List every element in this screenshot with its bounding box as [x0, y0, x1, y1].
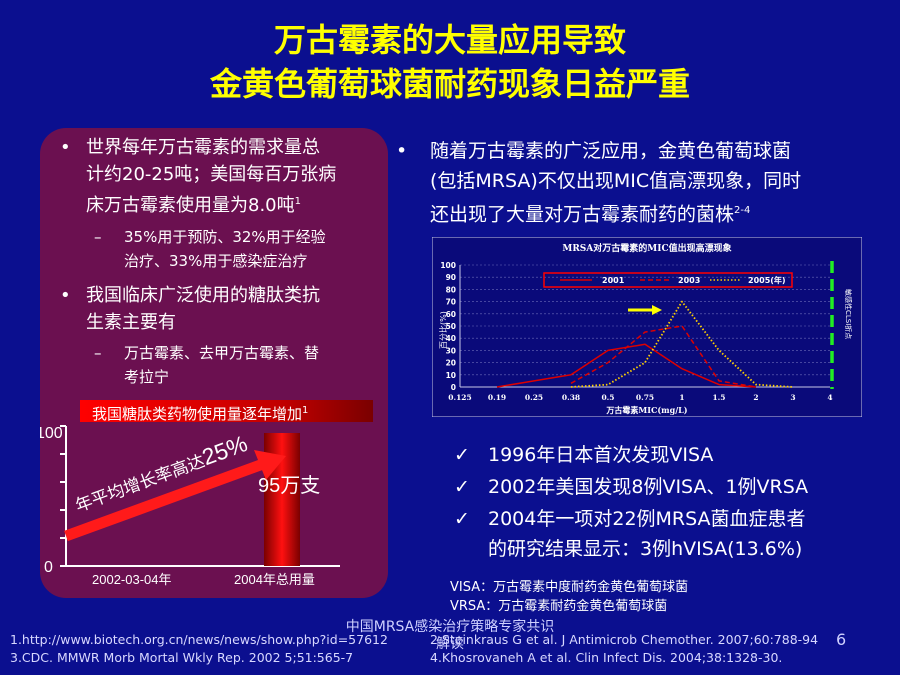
- title-line-1: 万古霉素的大量应用导致: [273, 21, 626, 59]
- mic-x-tick-label: 0.19: [488, 393, 506, 402]
- mic-chart: MRSA对万古霉素的MIC值出现高漂现象 1009080706050403020…: [432, 237, 862, 417]
- check-2: ✓ 2002年美国发现8例VISA、1例VRSA: [454, 472, 888, 502]
- mic-x-tick-label: 2: [753, 393, 758, 402]
- reference: 4.Khosrovaneh A et al. Clin Infect Dis. …: [430, 650, 783, 665]
- bar-value-label: 95万支: [258, 474, 320, 497]
- mic-x-tick-label: 4: [827, 393, 832, 402]
- x-label-total: 2004年总用量: [234, 572, 315, 587]
- bullet-dot: •: [396, 140, 408, 162]
- check-icon: ✓: [454, 508, 470, 530]
- mic-y-tick-label: 0: [451, 383, 456, 392]
- shift-arrow-head: [652, 305, 662, 315]
- mic-x-ticks: 0.125 0.19 0.25 0.38 0.5 0.75 1 1.5 2 3 4: [448, 393, 832, 402]
- reference: 3.CDC. MMWR Morb Mortal Wkly Rep. 2002 5…: [10, 650, 354, 665]
- mic-y-tick-label: 40: [446, 334, 456, 343]
- mic-y-tick-label: 30: [446, 346, 456, 355]
- mic-x-tick-label: 1.5: [712, 393, 725, 402]
- right-bullet-line: 随着万古霉素的广泛应用，金黄色葡萄球菌: [430, 140, 792, 162]
- mic-chart-title: MRSA对万古霉素的MIC值出现高漂现象: [562, 242, 731, 254]
- left-bullet-1: • 世界每年万古霉素的需求量总 计约20-25吨；美国每百万张病 床万古霉素使用…: [60, 134, 386, 219]
- mic-legend-box: [543, 272, 793, 288]
- mic-x-tick-label: 0.5: [601, 393, 614, 402]
- check-1: ✓ 1996年日本首次发现VISA: [454, 440, 888, 470]
- mic-series: [496, 300, 794, 388]
- refs-left: 1.http://www.biotech.org.cn/news/news/sh…: [10, 631, 430, 667]
- reference: 2.Steinkraus G et al. J Antimicrob Chemo…: [430, 632, 819, 647]
- sub-dash: –: [94, 344, 102, 362]
- check-line: 的研究结果显示：3例hVISA(13.6%): [488, 538, 803, 560]
- check-icon: ✓: [454, 444, 470, 466]
- sub-dash: –: [94, 228, 102, 246]
- footer-source: 中国MRSA感染治疗策略专家共识 解读: [280, 619, 620, 653]
- reference: 1.http://www.biotech.org.cn/news/news/sh…: [10, 632, 388, 647]
- left-sub-2: – 万古霉素、去甲万古霉素、替 考拉宁: [94, 341, 384, 389]
- check-line: 2002年美国发现8例VISA、1例VRSA: [488, 476, 809, 498]
- mic-x-tick-label: 1: [679, 393, 684, 402]
- bullet-dot: •: [60, 285, 71, 306]
- left-bullet-1-line: 计约20-25吨；美国每百万张病: [86, 164, 337, 185]
- check-line: 1996年日本首次发现VISA: [488, 444, 714, 466]
- growth-chart: 100 0 95万支 年平均增长率高达25% 2002-03-04年 2004年…: [40, 425, 340, 587]
- mic-y-tick-label: 50: [446, 322, 456, 331]
- mic-y-tick-label: 60: [446, 310, 456, 319]
- left-sub-2-line: 万古霉素、去甲万古霉素、替: [124, 344, 320, 362]
- mic-x-tick-label: 0.75: [636, 393, 654, 402]
- right-bullet-line: (包括MRSA)不仅出现MIC值高漂现象，同时: [430, 170, 802, 192]
- mic-x-tick-label: 3: [790, 393, 795, 402]
- mic-y-tick-label: 20: [446, 359, 456, 368]
- ref-sup: 2-4: [734, 205, 751, 216]
- x-label-period: 2002-03-04年: [92, 572, 172, 587]
- left-bullet-2-line: 我国临床广泛使用的糖肽类抗: [86, 285, 320, 306]
- title-line-2: 金黄色葡萄球菌耐药现象日益严重: [209, 65, 690, 103]
- mic-series-line-2: [570, 325, 757, 388]
- y-max-label: 100: [40, 425, 63, 442]
- legend-label-2005: 2005(年): [748, 275, 786, 285]
- mic-x-axis-label: 万古霉素MIC(mg/L): [605, 405, 687, 415]
- footer-source-line: 解读: [436, 636, 464, 652]
- abbrev-note: VRSA：万古霉素耐药金黄色葡萄球菌: [450, 599, 668, 614]
- abbrev-note: VISA：万古霉素中度耐药金黄色葡萄球菌: [450, 580, 689, 595]
- mic-y-tick-label: 10: [446, 371, 456, 380]
- mic-y-tick-label: 100: [440, 261, 456, 270]
- ref-sup: 1: [294, 196, 301, 207]
- mic-y-tick-label: 80: [446, 285, 456, 294]
- right-bullet: • 随着万古霉素的广泛应用，金黄色葡萄球菌 (包括MRSA)不仅出现MIC值高漂…: [396, 136, 880, 229]
- growth-arrow-head: [254, 450, 286, 480]
- left-bullet-2: • 我国临床广泛使用的糖肽类抗 生素主要有: [60, 282, 386, 336]
- mic-series-line-3: [570, 300, 794, 388]
- usage-increase-banner: 我国糖肽类药物使用量逐年增加1: [80, 400, 373, 423]
- check-icon: ✓: [454, 476, 470, 498]
- left-sub-2-line: 考拉宁: [124, 368, 170, 386]
- ref-sup: 1: [302, 405, 309, 416]
- mic-y-tick-label: 90: [446, 273, 456, 282]
- refs-right: 2.Steinkraus G et al. J Antimicrob Chemo…: [430, 631, 870, 667]
- left-bullet-1-line: 床万古霉素使用量为8.0吨1: [86, 195, 301, 216]
- left-sub-1: – 35%用于预防、32%用于经验 治疗、33%用于感染症治疗: [94, 225, 384, 273]
- page-number: 6: [836, 630, 847, 649]
- mic-x-tick-label: 0.125: [448, 393, 472, 402]
- bullet-dot: •: [60, 137, 71, 158]
- left-bullet-2-line: 生素主要有: [86, 312, 176, 333]
- footer-source-line: 中国MRSA感染治疗策略专家共识: [345, 619, 555, 635]
- clsi-breakpoint-label: 敏感性CLSI折点: [844, 289, 853, 339]
- y-min-label: 0: [44, 559, 53, 576]
- mic-y-tick-label: 70: [446, 298, 456, 307]
- left-sub-1-line: 治疗、33%用于感染症治疗: [124, 252, 308, 270]
- growth-arrow-shaft: [64, 454, 276, 542]
- abbrev-notes: VISA：万古霉素中度耐药金黄色葡萄球菌 VRSA：万古霉素耐药金黄色葡萄球菌: [450, 578, 890, 616]
- left-bullet-1-line: 世界每年万古霉素的需求量总: [86, 137, 320, 158]
- legend-label-2003: 2003: [678, 276, 700, 285]
- mic-grid: [459, 264, 830, 388]
- legend-label-2001: 2001: [602, 276, 625, 285]
- right-bullet-line: 还出现了大量对万古霉素耐药的菌株2-4: [430, 203, 751, 226]
- mic-x-tick-label: 0.25: [525, 393, 543, 402]
- mic-y-axis-label: 百分比(%): [438, 311, 448, 349]
- slide-title: 万古霉素的大量应用导致 金黄色葡萄球菌耐药现象日益严重: [0, 18, 900, 106]
- mic-x-tick-label: 0.38: [562, 393, 580, 402]
- left-sub-1-line: 35%用于预防、32%用于经验: [124, 228, 326, 246]
- check-3: ✓ 2004年一项对22例MRSA菌血症患者 的研究结果显示：3例hVISA(1…: [454, 504, 888, 564]
- check-line: 2004年一项对22例MRSA菌血症患者: [488, 508, 806, 530]
